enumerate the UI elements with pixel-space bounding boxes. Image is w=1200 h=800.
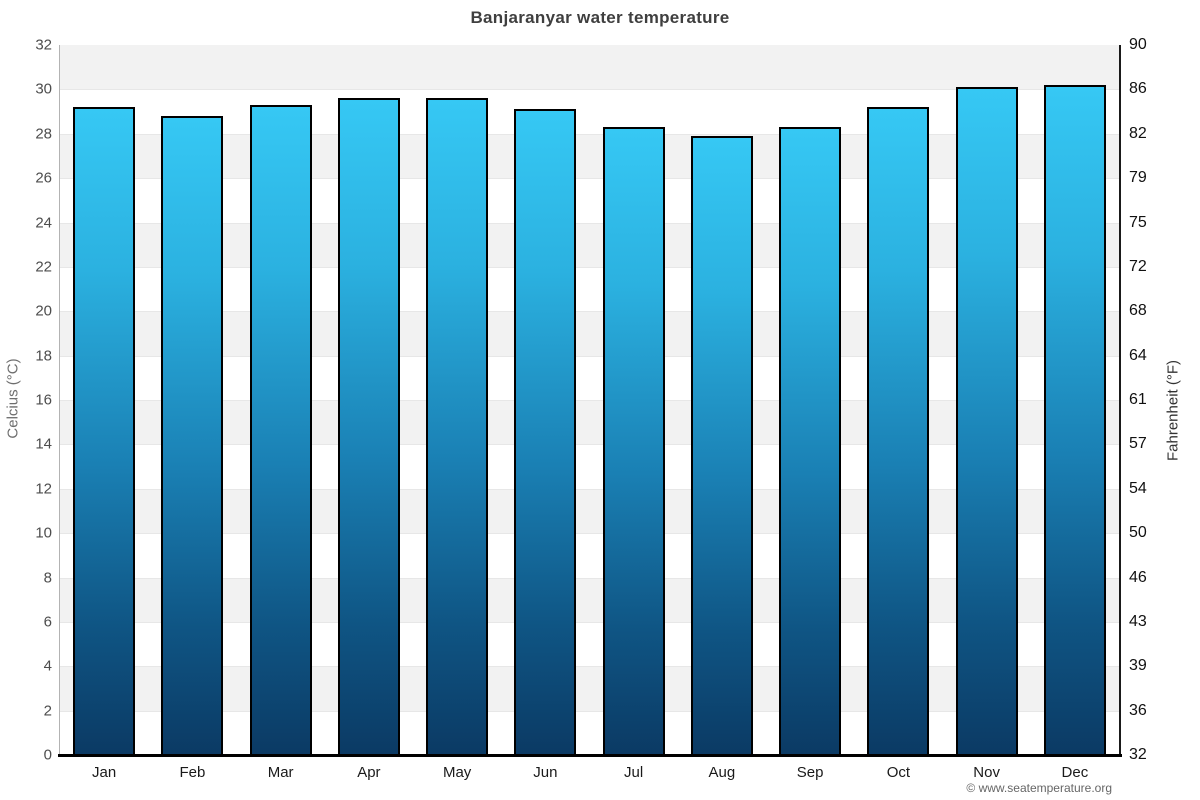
grid-band <box>60 488 1119 534</box>
grid-band <box>60 355 1119 400</box>
grid-band <box>60 222 1119 267</box>
grid-band <box>60 533 1119 578</box>
ytick-celsius-4: 4 <box>43 657 52 675</box>
xtick-jun: Jun <box>533 764 558 781</box>
ytick-celsius-12: 12 <box>35 480 52 498</box>
ytick-celsius-20: 20 <box>35 302 52 320</box>
grid-band <box>60 666 1119 711</box>
copyright-text: © www.seatemperature.org <box>966 781 1112 795</box>
bar-nov <box>955 87 1018 755</box>
ytick-fahrenheit-64: 64 <box>1129 346 1147 364</box>
bar-jul <box>602 127 665 755</box>
bar-jun <box>514 109 577 755</box>
ytick-celsius-14: 14 <box>35 435 52 453</box>
xtick-aug: Aug <box>708 764 736 781</box>
y-axis-title-fahrenheit: Fahrenheit (°F) <box>1164 359 1182 462</box>
grid-band <box>60 621 1119 667</box>
ytick-celsius-2: 2 <box>43 702 52 720</box>
grid-band <box>60 133 1119 179</box>
bar-mar <box>249 104 312 755</box>
grid-band <box>60 400 1119 445</box>
grid-band <box>60 311 1119 356</box>
y-axis-title-celsius: Celcius (°C) <box>4 358 22 439</box>
xtick-may: May <box>442 764 472 781</box>
grid-band <box>60 577 1119 622</box>
xtick-feb: Feb <box>179 764 206 781</box>
ytick-fahrenheit-46: 46 <box>1129 568 1147 586</box>
ytick-celsius-8: 8 <box>43 569 52 586</box>
xtick-oct: Oct <box>886 764 911 781</box>
xtick-apr: Apr <box>357 764 381 781</box>
bar-dec <box>1043 84 1106 755</box>
ytick-celsius-6: 6 <box>43 613 52 631</box>
ytick-celsius-10: 10 <box>35 524 52 542</box>
xtick-sep: Sep <box>796 764 824 781</box>
y-axis-line-right <box>1119 45 1121 755</box>
ytick-celsius-32: 32 <box>35 36 52 54</box>
ytick-fahrenheit-72: 72 <box>1129 257 1147 275</box>
xtick-nov: Nov <box>973 764 1000 781</box>
ytick-celsius-30: 30 <box>35 80 52 98</box>
ytick-fahrenheit-82: 82 <box>1129 124 1147 142</box>
ytick-fahrenheit-61: 61 <box>1129 391 1147 408</box>
ytick-fahrenheit-86: 86 <box>1129 80 1147 98</box>
bar-sep <box>779 127 842 755</box>
ytick-fahrenheit-75: 75 <box>1129 213 1147 231</box>
ytick-fahrenheit-43: 43 <box>1129 612 1147 630</box>
ytick-fahrenheit-39: 39 <box>1129 657 1147 675</box>
ytick-fahrenheit-57: 57 <box>1129 435 1147 453</box>
grid-band <box>60 89 1119 134</box>
bar-oct <box>867 107 930 755</box>
ytick-fahrenheit-50: 50 <box>1129 524 1147 542</box>
plot-area <box>60 45 1119 755</box>
bar-aug <box>690 135 753 755</box>
ytick-celsius-0: 0 <box>43 746 52 764</box>
ytick-fahrenheit-32: 32 <box>1129 746 1147 763</box>
ytick-celsius-28: 28 <box>35 125 52 143</box>
x-axis-line <box>58 754 1122 757</box>
bar-feb <box>161 116 224 755</box>
grid-band <box>60 266 1119 312</box>
grid-band <box>60 178 1119 223</box>
ytick-celsius-16: 16 <box>35 391 52 409</box>
xtick-dec: Dec <box>1061 764 1089 781</box>
xtick-mar: Mar <box>267 764 294 781</box>
chart-title: Banjaranyar water temperature <box>470 8 730 27</box>
grid-band <box>60 444 1119 489</box>
grid-band <box>60 710 1119 755</box>
ytick-celsius-22: 22 <box>35 258 52 276</box>
ytick-fahrenheit-54: 54 <box>1129 479 1147 497</box>
ytick-fahrenheit-36: 36 <box>1129 701 1147 719</box>
xtick-jul: Jul <box>624 764 644 781</box>
ytick-fahrenheit-90: 90 <box>1129 36 1147 53</box>
bar-jan <box>73 107 136 755</box>
xtick-jan: Jan <box>92 764 117 781</box>
grid-band <box>60 45 1119 90</box>
bar-apr <box>337 98 400 755</box>
ytick-celsius-24: 24 <box>35 214 52 231</box>
ytick-celsius-26: 26 <box>35 169 52 187</box>
bar-may <box>426 98 489 755</box>
y-axis-line-left <box>59 45 60 755</box>
ytick-celsius-18: 18 <box>35 347 52 365</box>
ytick-fahrenheit-68: 68 <box>1129 302 1147 320</box>
ytick-fahrenheit-79: 79 <box>1129 169 1147 187</box>
